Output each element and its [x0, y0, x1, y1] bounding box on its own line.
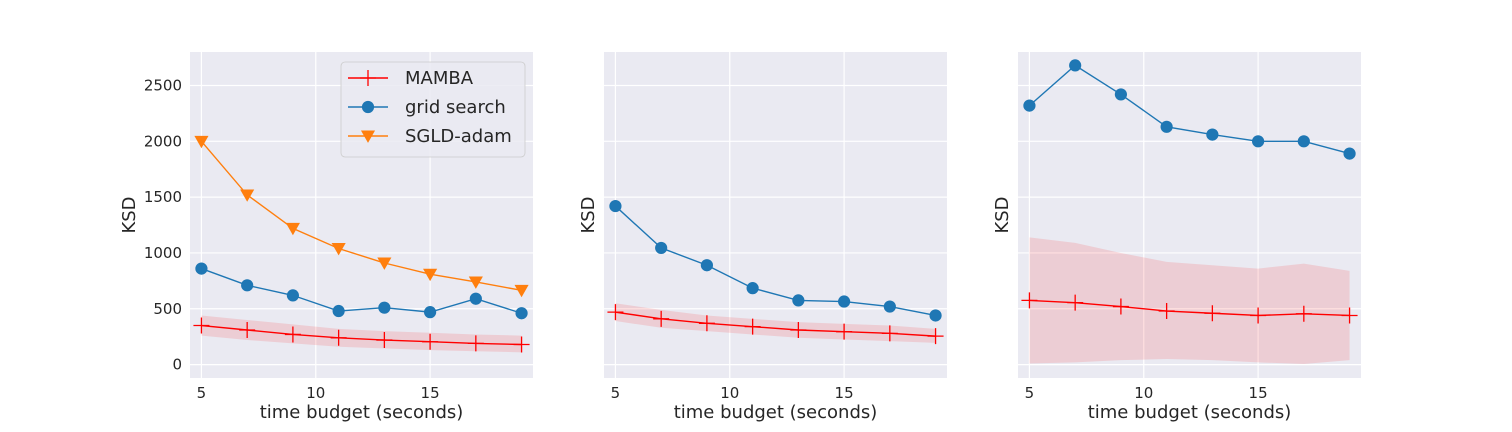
- point-mamba: [1112, 298, 1129, 315]
- point-mamba: [513, 336, 530, 353]
- legend: MAMBA grid search SGLD-adam: [340, 61, 526, 158]
- point-mamba: [790, 321, 807, 338]
- confidence-band-mamba: [201, 315, 522, 353]
- legend-marker-grid-search: [361, 100, 375, 114]
- y-axis-label: KSD: [578, 196, 599, 233]
- point-grid-search: [1114, 88, 1128, 101]
- point-mamba: [1021, 292, 1038, 309]
- x-axis-label: time budget (seconds): [1088, 402, 1292, 423]
- series-line-grid-search: [614, 205, 936, 317]
- point-mamba: [422, 333, 439, 350]
- point-mamba: [1250, 307, 1267, 324]
- y-tick-label: 2500: [144, 76, 182, 94]
- point-grid-search: [792, 294, 805, 307]
- y-axis-label: KSD: [119, 196, 140, 233]
- point-sgld-adam: [194, 135, 209, 149]
- x-axis-label: time budget (seconds): [674, 402, 878, 423]
- point-grid-search: [655, 241, 668, 255]
- x-tick-label: 5: [197, 384, 207, 402]
- point-grid-search: [195, 262, 208, 275]
- point-mamba: [467, 335, 484, 352]
- legend-label-grid-search: grid search: [405, 97, 506, 118]
- point-grid-search: [424, 306, 437, 319]
- point-grid-search: [1206, 128, 1219, 141]
- point-mamba: [284, 326, 301, 343]
- legend-marker-sgld-adam: [360, 130, 376, 143]
- point-grid-search: [883, 300, 896, 313]
- point-mamba: [193, 317, 210, 334]
- x-tick-label: 5: [1025, 384, 1035, 402]
- point-grid-search: [609, 199, 622, 213]
- point-grid-search: [746, 282, 759, 295]
- point-sgld-adam: [331, 243, 346, 256]
- point-mamba: [698, 315, 715, 332]
- legend-label-sgld-adam: SGLD-adam: [405, 126, 512, 147]
- y-tick-label: 500: [153, 300, 182, 318]
- point-mamba: [1341, 307, 1358, 324]
- x-tick-label: 5: [611, 384, 621, 402]
- legend-marker-mamba: [360, 70, 376, 86]
- point-grid-search: [1069, 59, 1082, 72]
- point-grid-search: [700, 259, 714, 272]
- point-grid-search: [838, 295, 851, 308]
- point-grid-search: [1023, 99, 1036, 112]
- x-tick-label: 15: [1249, 384, 1268, 402]
- point-sgld-adam: [468, 276, 483, 289]
- y-tick-label: 0: [172, 356, 182, 374]
- point-mamba: [1067, 294, 1084, 311]
- series-line-grid-search: [201, 267, 522, 314]
- point-mamba: [330, 329, 347, 346]
- point-sgld-adam: [377, 257, 392, 270]
- point-grid-search: [1297, 135, 1310, 148]
- confidence-band-mamba: [1029, 237, 1350, 365]
- point-grid-search: [515, 307, 528, 320]
- point-grid-search: [929, 309, 942, 322]
- x-tick-label: 10: [720, 384, 739, 402]
- point-mamba: [1158, 303, 1175, 320]
- x-tick-label: 15: [421, 384, 440, 402]
- point-sgld-adam: [423, 268, 438, 282]
- point-sgld-adam: [285, 222, 300, 236]
- x-tick-label: 15: [835, 384, 854, 402]
- point-mamba: [881, 325, 898, 342]
- point-grid-search: [1343, 147, 1356, 160]
- point-mamba: [376, 332, 393, 349]
- series-line-sgld-adam: [200, 140, 522, 292]
- point-grid-search: [378, 301, 391, 314]
- point-mamba: [1295, 305, 1312, 322]
- y-axis-label: KSD: [992, 196, 1013, 233]
- x-tick-label: 10: [1134, 384, 1153, 402]
- plot-area: [1018, 52, 1361, 378]
- point-mamba: [744, 318, 761, 335]
- point-grid-search: [286, 289, 299, 302]
- point-grid-search: [469, 292, 482, 305]
- y-tick-label: 1000: [144, 244, 182, 262]
- point-mamba: [653, 310, 670, 327]
- y-tick-label: 2000: [144, 132, 182, 150]
- point-grid-search: [241, 279, 254, 292]
- series-line-grid-search: [1028, 64, 1350, 155]
- legend-box: [340, 61, 526, 158]
- point-sgld-adam: [240, 189, 255, 202]
- point-mamba: [836, 323, 853, 340]
- confidence-band-mamba: [615, 303, 936, 343]
- point-sgld-adam: [514, 284, 529, 298]
- point-mamba: [1204, 305, 1221, 322]
- y-tick-label: 1500: [144, 188, 182, 206]
- point-mamba: [927, 328, 944, 345]
- subplot-1: 5 10 15 0 500 1000 1500 2000 2500 time budget (se…: [119, 52, 533, 423]
- legend-label-mamba: MAMBA: [405, 68, 474, 89]
- point-mamba: [607, 304, 624, 321]
- point-grid-search: [332, 304, 345, 318]
- point-grid-search: [1160, 120, 1173, 133]
- x-tick-label: 10: [306, 384, 325, 402]
- point-grid-search: [1252, 135, 1265, 148]
- x-axis-label: time budget (seconds): [260, 402, 464, 423]
- point-mamba: [239, 321, 256, 338]
